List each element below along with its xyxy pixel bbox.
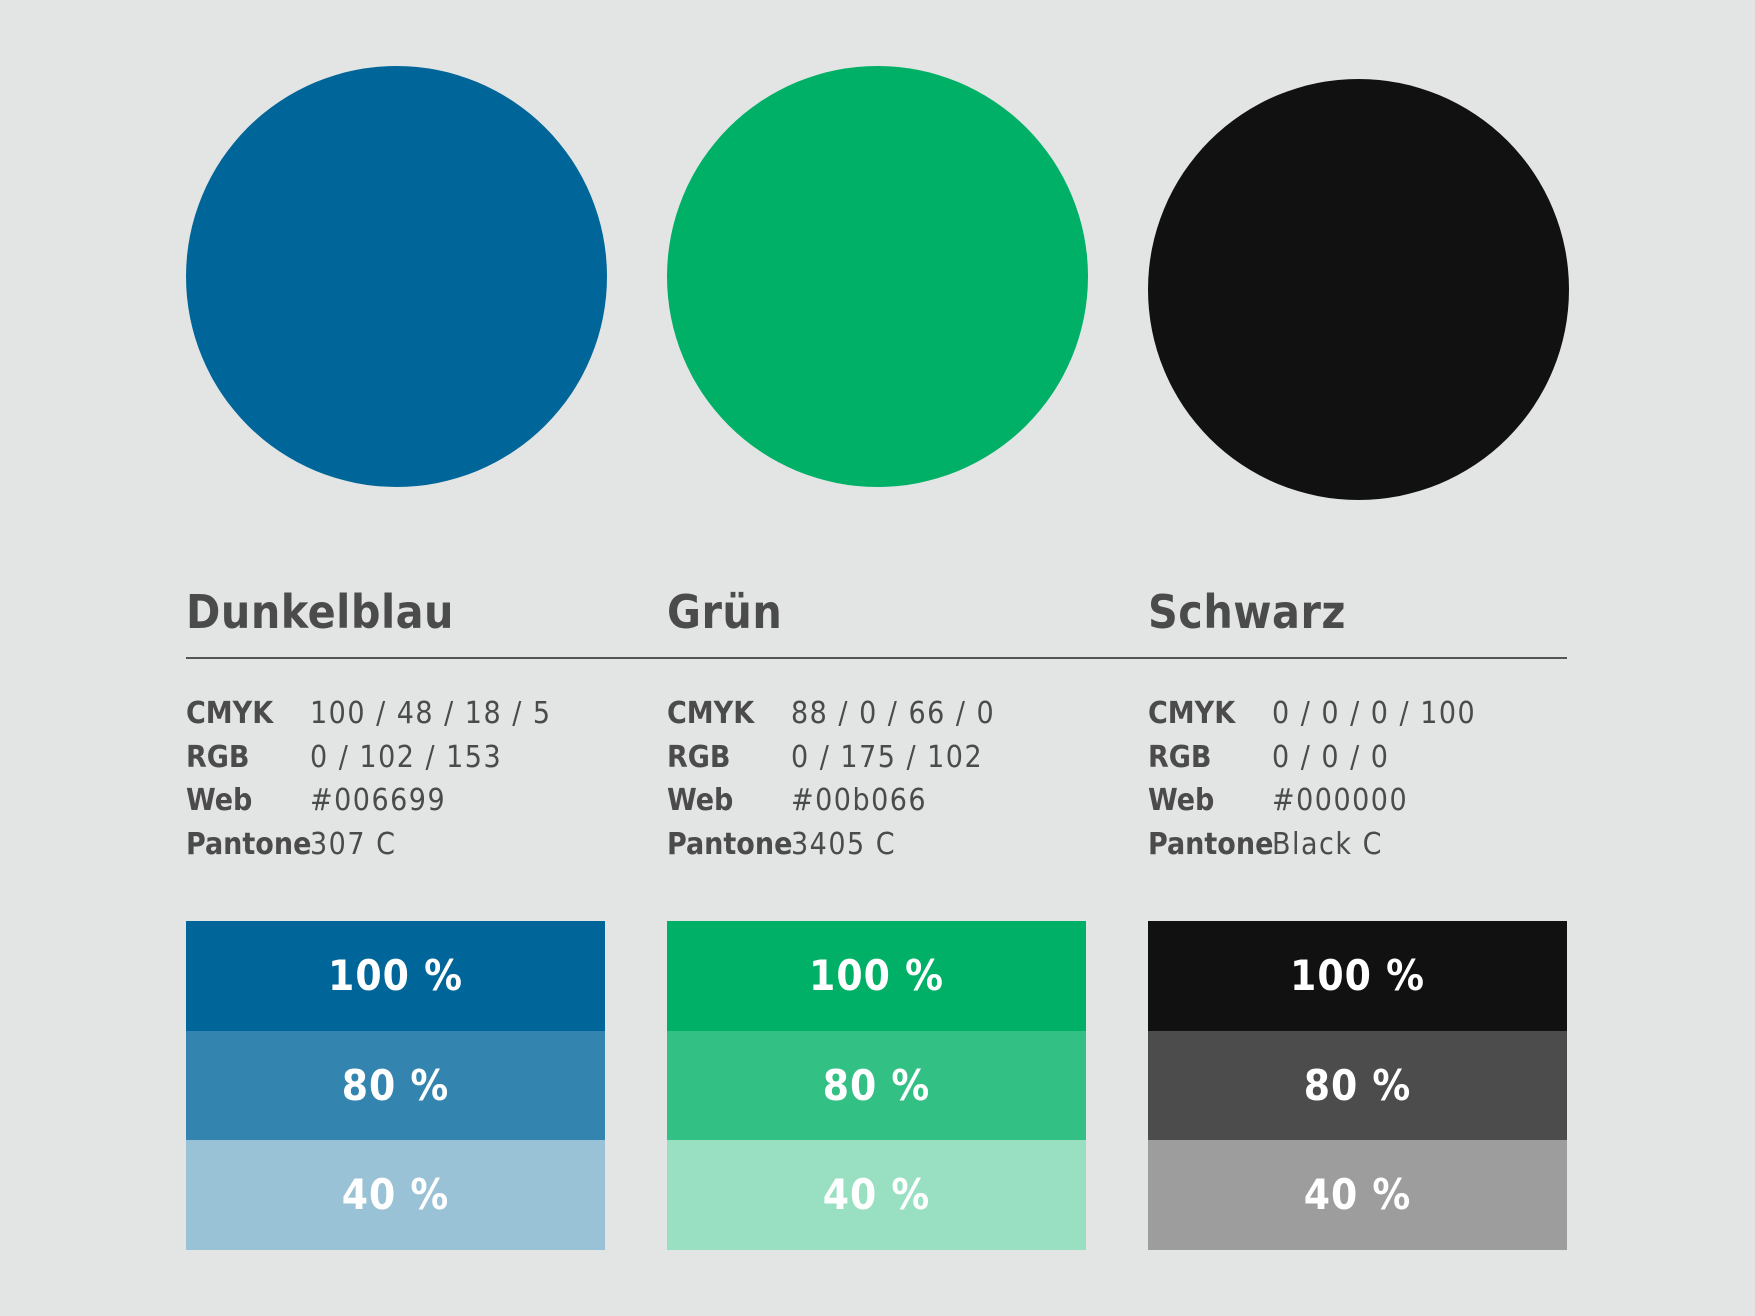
spec-label: Web [667, 783, 734, 818]
spec-value: 307 C [310, 826, 397, 862]
spec-value: 88 / 0 / 66 / 0 [791, 696, 996, 731]
color-specs-gruen: CMYK 88 / 0 / 66 / 0 RGB 0 / 175 / 102 W… [667, 692, 995, 866]
tint-swatches-schwarz: 100 % 80 % 40 % [1148, 921, 1567, 1250]
spec-row-rgb: RGB 0 / 175 / 102 [667, 736, 995, 780]
spec-value: 0 / 102 / 153 [310, 739, 503, 775]
color-specs-schwarz: CMYK 0 / 0 / 0 / 100 RGB 0 / 0 / 0 Web #… [1148, 692, 1476, 866]
color-name-schwarz: Schwarz [1148, 585, 1346, 639]
spec-value: #006699 [310, 783, 447, 818]
tint-swatch-80: 80 % [1148, 1030, 1567, 1140]
spec-row-cmyk: CMYK 100 / 48 / 18 / 5 [186, 692, 552, 736]
spec-label: CMYK [667, 696, 755, 731]
color-specs-dunkelblau: CMYK 100 / 48 / 18 / 5 RGB 0 / 102 / 153… [186, 692, 552, 866]
spec-row-web: Web #00b066 [667, 779, 995, 823]
spec-label: Pantone [667, 826, 793, 862]
spec-value: 0 / 0 / 0 / 100 [1272, 696, 1477, 731]
spec-row-cmyk: CMYK 0 / 0 / 0 / 100 [1148, 692, 1476, 736]
spec-row-pantone: Pantone 307 C [186, 823, 552, 867]
tint-swatch-80: 80 % [667, 1030, 1086, 1140]
spec-row-cmyk: CMYK 88 / 0 / 66 / 0 [667, 692, 995, 736]
spec-value: #00b066 [791, 783, 928, 818]
color-circle-gruen [667, 66, 1088, 487]
spec-row-pantone: Pantone 3405 C [667, 823, 995, 867]
spec-label: CMYK [186, 696, 274, 731]
spec-value: 0 / 175 / 102 [791, 739, 984, 775]
tint-swatches-gruen: 100 % 80 % 40 % [667, 921, 1086, 1250]
tint-swatch-40: 40 % [186, 1140, 605, 1250]
color-circle-dunkelblau [186, 66, 607, 487]
tint-swatch-40: 40 % [667, 1140, 1086, 1250]
spec-row-rgb: RGB 0 / 102 / 153 [186, 736, 552, 780]
tint-swatch-100: 100 % [186, 921, 605, 1031]
spec-value: 3405 C [791, 826, 897, 862]
color-name-dunkelblau: Dunkelblau [186, 585, 455, 639]
spec-label: Pantone [186, 826, 312, 862]
spec-label: RGB [186, 739, 250, 775]
spec-label: Pantone [1148, 826, 1274, 862]
spec-label: RGB [667, 739, 731, 775]
divider-line [186, 657, 1567, 659]
color-circle-schwarz [1148, 79, 1569, 500]
tint-swatch-40: 40 % [1148, 1140, 1567, 1250]
tint-swatch-100: 100 % [667, 921, 1086, 1031]
color-name-gruen: Grün [667, 585, 783, 639]
spec-value: Black C [1272, 826, 1383, 862]
tint-swatches-dunkelblau: 100 % 80 % 40 % [186, 921, 605, 1250]
spec-label: RGB [1148, 739, 1212, 775]
spec-value: 100 / 48 / 18 / 5 [310, 696, 552, 731]
spec-row-web: Web #000000 [1148, 779, 1476, 823]
tint-swatch-80: 80 % [186, 1030, 605, 1140]
tint-swatch-100: 100 % [1148, 921, 1567, 1031]
spec-value: 0 / 0 / 0 [1272, 739, 1390, 775]
spec-label: Web [1148, 783, 1215, 818]
spec-label: Web [186, 783, 253, 818]
spec-row-rgb: RGB 0 / 0 / 0 [1148, 736, 1476, 780]
spec-label: CMYK [1148, 696, 1236, 731]
spec-row-web: Web #006699 [186, 779, 552, 823]
spec-value: #000000 [1272, 783, 1409, 818]
spec-row-pantone: Pantone Black C [1148, 823, 1476, 867]
